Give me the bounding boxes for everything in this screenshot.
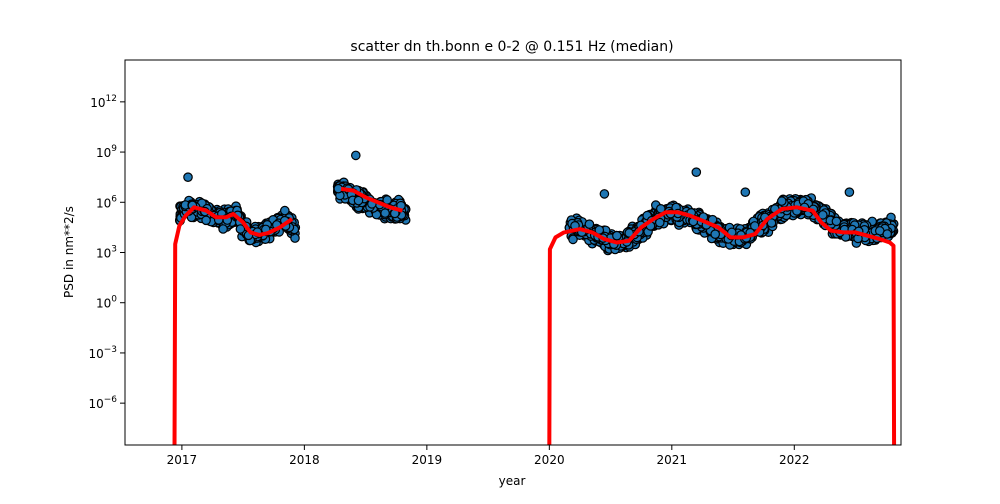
x-tick-label: 2017 (167, 453, 198, 467)
y-tick-label: 109 (96, 144, 117, 160)
median-line-layer (172, 186, 897, 445)
scatter-point (654, 217, 665, 228)
scatter-point-outlier (183, 172, 193, 182)
x-tick-label: 2022 (779, 453, 810, 467)
scatter-point (817, 210, 828, 220)
scatter-point-outlier (740, 187, 751, 197)
scatter-point (776, 196, 787, 206)
scatter-point (568, 234, 578, 245)
scatter-point (353, 195, 364, 206)
scatter-point (380, 208, 390, 218)
y-tick-label: 10−3 (88, 345, 117, 361)
median-line-segment-1 (172, 205, 294, 445)
scatter-point-outlier (350, 150, 361, 161)
chart-title: scatter dn th.bonn e 0-2 @ 0.151 Hz (med… (350, 39, 673, 55)
scatter-point (710, 229, 720, 239)
scatter-point (612, 230, 622, 241)
y-axis-ticks: 10−6 10−3 100 103 106 109 1012 (88, 94, 125, 411)
median-line-segment-3 (547, 205, 897, 445)
x-axis-ticks: 2017 2018 2019 2020 2021 2022 (167, 445, 810, 467)
x-tick-label: 2021 (657, 453, 688, 467)
scatter-point (584, 219, 595, 229)
scatter-point-outlier (844, 187, 855, 197)
scatter-point (235, 224, 246, 234)
y-tick-label: 100 (96, 295, 117, 311)
scatter-point (279, 205, 290, 216)
scatter-point (766, 218, 777, 228)
x-tick-label: 2018 (289, 453, 320, 467)
scatter-point (218, 224, 228, 234)
plot-content (172, 150, 899, 445)
y-axis-label: PSD in nm**2/s (62, 206, 76, 298)
scatter-point (882, 229, 892, 239)
scatter-point-outlier (599, 189, 610, 199)
y-tick-label: 103 (96, 245, 117, 261)
x-tick-label: 2020 (534, 453, 565, 467)
scatter-point (831, 216, 842, 227)
y-tick-label: 106 (96, 194, 117, 210)
y-tick-label: 10−6 (88, 395, 117, 411)
median-line-segment-2 (340, 186, 403, 213)
y-tick-label: 1012 (90, 94, 117, 110)
x-axis-label: year (499, 474, 526, 488)
x-tick-label: 2019 (412, 453, 443, 467)
scatter-point (201, 215, 211, 226)
scatter-point-outlier (691, 167, 702, 177)
